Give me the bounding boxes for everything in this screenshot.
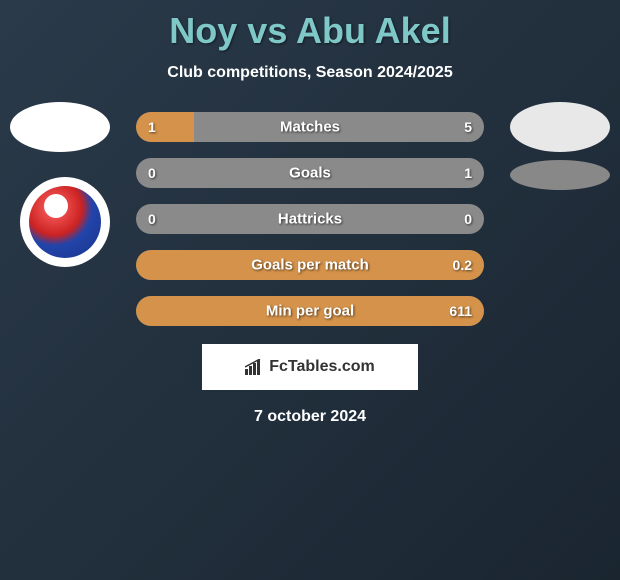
stat-bar-min-per-goal: Min per goal 611 bbox=[136, 296, 484, 326]
team-logo-right-shadow bbox=[510, 160, 610, 190]
brand-text: FcTables.com bbox=[269, 358, 375, 376]
stat-value-right: 5 bbox=[464, 119, 472, 135]
stat-bar-goals-per-match: Goals per match 0.2 bbox=[136, 250, 484, 280]
stat-label: Min per goal bbox=[266, 303, 354, 320]
stat-bar-hattricks: 0 Hattricks 0 bbox=[136, 204, 484, 234]
badge-ball-icon bbox=[44, 194, 68, 218]
comparison-chart: 1 Matches 5 0 Goals 1 0 Hattricks 0 Goal… bbox=[0, 112, 620, 326]
stat-value-left: 0 bbox=[148, 211, 156, 227]
stat-label: Goals per match bbox=[251, 257, 369, 274]
stat-value-left: 0 bbox=[148, 165, 156, 181]
subtitle: Club competitions, Season 2024/2025 bbox=[0, 64, 620, 82]
stat-value-right: 611 bbox=[449, 303, 472, 319]
stat-value-right: 1 bbox=[464, 165, 472, 181]
stat-label: Hattricks bbox=[278, 211, 342, 228]
badge-graphic bbox=[29, 186, 101, 258]
stat-value-right: 0 bbox=[464, 211, 472, 227]
bar-fill bbox=[136, 112, 194, 142]
team-logo-left-placeholder bbox=[10, 102, 110, 152]
chart-icon bbox=[245, 359, 265, 375]
stat-bar-goals: 0 Goals 1 bbox=[136, 158, 484, 188]
team-logo-right-placeholder bbox=[510, 102, 610, 152]
stat-bar-matches: 1 Matches 5 bbox=[136, 112, 484, 142]
team-badge-left bbox=[20, 177, 110, 267]
stat-label: Goals bbox=[289, 165, 331, 182]
stat-label: Matches bbox=[280, 119, 340, 136]
brand-footer: FcTables.com bbox=[202, 344, 418, 390]
page-title: Noy vs Abu Akel bbox=[0, 0, 620, 52]
stat-value-left: 1 bbox=[148, 119, 156, 135]
date-label: 7 october 2024 bbox=[0, 408, 620, 426]
stat-value-right: 0.2 bbox=[453, 257, 472, 273]
